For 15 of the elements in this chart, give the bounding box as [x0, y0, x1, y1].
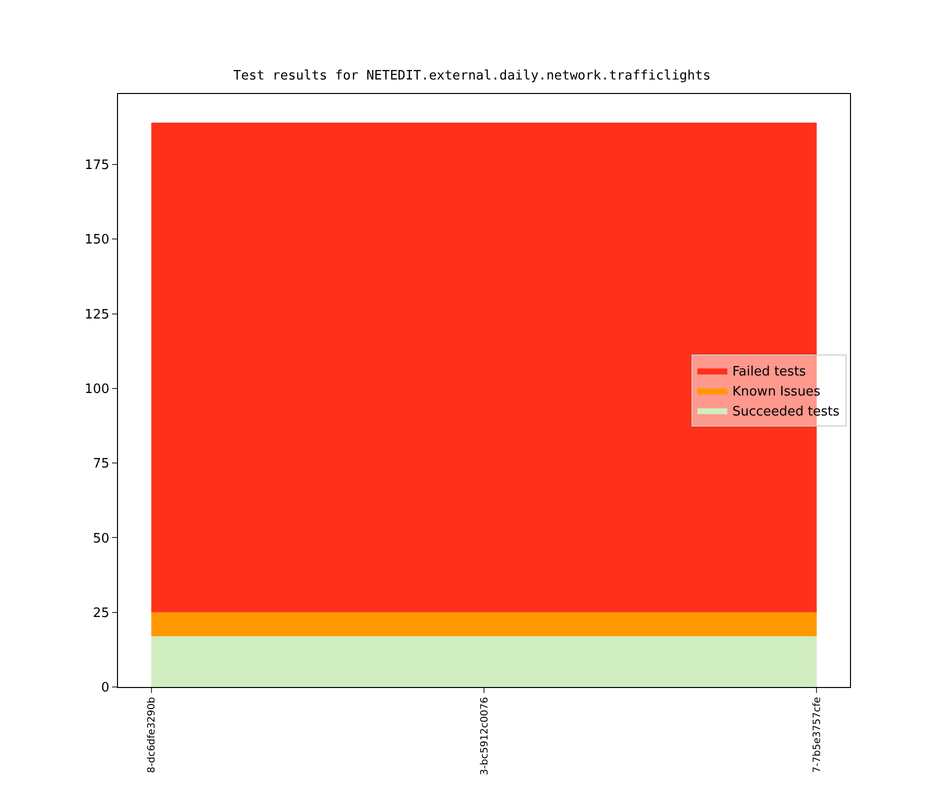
y-tick-label: 50: [92, 531, 110, 546]
legend-label: Known Issues: [732, 384, 821, 400]
x-tick-label: 3-bc5912c0076: [479, 697, 490, 776]
y-tick-label: 150: [84, 232, 110, 248]
y-tick-label: 125: [84, 307, 110, 322]
legend-label: Failed tests: [732, 364, 806, 380]
chart-title: Test results for NETEDIT.external.daily.network.trafficlights: [233, 68, 711, 84]
x-tick-label: 7-7b5e3757cfe: [812, 697, 823, 773]
y-tick-label: 25: [92, 606, 110, 621]
y-tick-label: 75: [92, 456, 110, 472]
y-tick-label: 0: [101, 680, 110, 696]
legend-label: Succeeded tests: [732, 404, 840, 420]
y-tick-label: 175: [84, 158, 110, 174]
y-tick-label: 100: [84, 382, 110, 397]
x-tick-label: 8-dc6dfe3290b: [146, 697, 158, 773]
